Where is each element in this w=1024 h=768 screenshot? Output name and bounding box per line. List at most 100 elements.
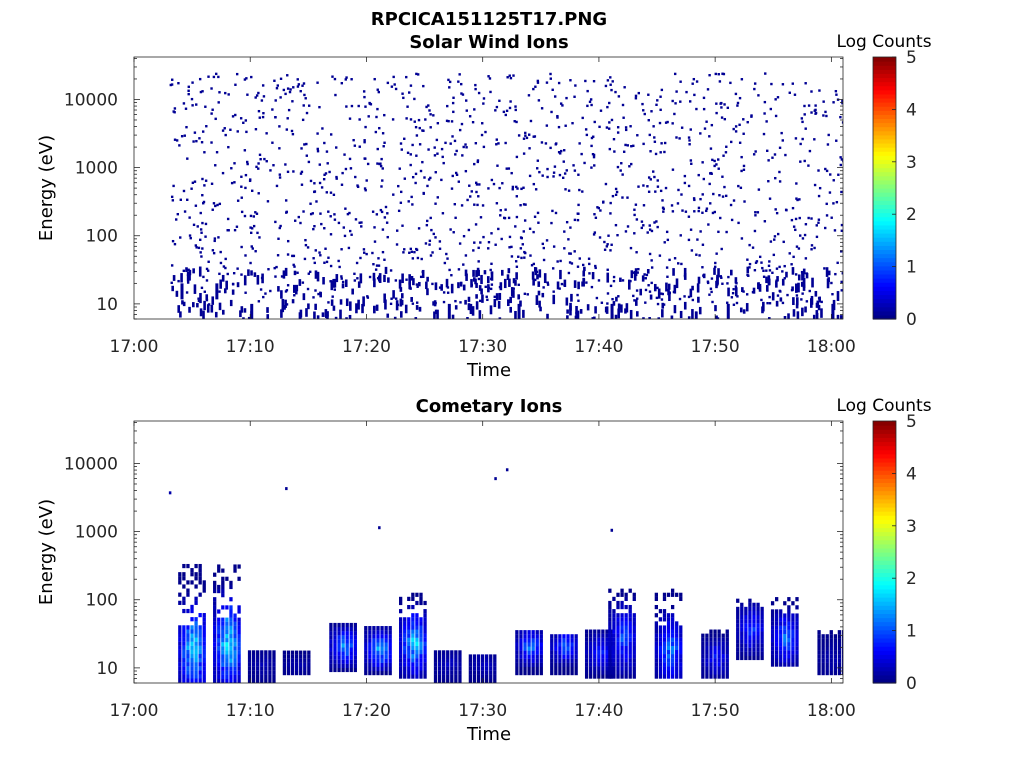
heatmap-cell bbox=[286, 74, 289, 77]
heatmap-cell bbox=[690, 249, 694, 252]
heatmap-cell bbox=[558, 173, 562, 177]
heatmap-cell bbox=[675, 90, 678, 93]
heatmap-cell bbox=[748, 615, 752, 620]
heatmap-cell bbox=[701, 637, 705, 642]
heatmap-cell bbox=[424, 242, 428, 245]
heatmap-cell bbox=[671, 99, 674, 103]
colorbar-segment bbox=[873, 126, 896, 132]
heatmap-cell bbox=[622, 150, 626, 153]
heatmap-cell bbox=[260, 678, 264, 683]
heatmap-cell bbox=[514, 260, 518, 263]
heatmap-cell bbox=[608, 617, 612, 622]
heatmap-cell bbox=[621, 196, 624, 199]
heatmap-cell bbox=[754, 211, 757, 214]
heatmap-cell bbox=[311, 212, 314, 215]
heatmap-cell bbox=[202, 653, 206, 659]
heatmap-cell bbox=[485, 674, 489, 680]
heatmap-cell bbox=[841, 662, 843, 668]
cometary-ions-panel: Cometary Ions Log Counts Time Energy (eV… bbox=[36, 396, 932, 745]
heatmap-cell bbox=[384, 638, 388, 643]
heatmap-cell bbox=[314, 249, 317, 252]
heatmap-cell bbox=[617, 95, 621, 98]
heatmap-cell bbox=[841, 101, 843, 105]
heatmap-cell bbox=[624, 230, 628, 233]
heatmap-cell bbox=[365, 179, 368, 182]
heatmap-cell bbox=[566, 315, 569, 319]
heatmap-cell bbox=[817, 221, 820, 224]
heatmap-cell bbox=[781, 83, 785, 86]
heatmap-cell bbox=[415, 662, 419, 667]
heatmap-cell bbox=[760, 298, 763, 302]
heatmap-cell bbox=[736, 643, 740, 648]
heatmap-cell bbox=[829, 671, 833, 676]
heatmap-cell bbox=[620, 613, 624, 618]
heatmap-cell bbox=[520, 256, 523, 260]
heatmap-cell bbox=[215, 151, 219, 154]
heatmap-cell bbox=[508, 106, 512, 110]
colorbar-segment bbox=[873, 654, 896, 660]
heatmap-cell bbox=[812, 314, 816, 319]
heatmap-cell bbox=[662, 649, 667, 655]
heatmap-cell bbox=[658, 662, 663, 667]
heatmap-cell bbox=[612, 641, 616, 646]
heatmap-cell bbox=[787, 662, 791, 667]
heatmap-cell bbox=[474, 83, 477, 87]
heatmap-cell bbox=[841, 654, 843, 659]
heatmap-cell bbox=[833, 638, 838, 643]
heatmap-cell bbox=[400, 148, 403, 151]
heatmap-cell bbox=[585, 133, 589, 137]
heatmap-cell bbox=[713, 159, 716, 163]
heatmap-cell bbox=[349, 663, 353, 668]
heatmap-cell bbox=[791, 629, 795, 634]
heatmap-cell bbox=[624, 126, 628, 129]
heatmap-cell bbox=[399, 633, 403, 638]
heatmap-cell bbox=[426, 219, 429, 223]
heatmap-cell bbox=[182, 666, 186, 671]
heatmap-cell bbox=[233, 629, 237, 635]
heatmap-cell bbox=[534, 188, 538, 191]
heatmap-cell bbox=[702, 177, 706, 181]
colorbar-segment bbox=[873, 208, 896, 214]
heatmap-cell bbox=[679, 670, 683, 675]
heatmap-cell bbox=[670, 645, 675, 651]
heatmap-cell bbox=[217, 588, 221, 594]
heatmap-cell bbox=[217, 638, 221, 643]
heatmap-cell bbox=[736, 647, 740, 652]
heatmap-cell bbox=[243, 214, 247, 218]
heatmap-cell bbox=[711, 211, 715, 215]
heatmap-cell bbox=[480, 288, 483, 295]
heatmap-cell bbox=[473, 241, 476, 244]
heatmap-cell bbox=[286, 658, 291, 663]
heatmap-cell bbox=[190, 670, 194, 675]
heatmap-cell bbox=[589, 645, 593, 651]
colorbar-segment bbox=[873, 106, 896, 111]
heatmap-cell bbox=[212, 251, 216, 255]
heatmap-cell bbox=[808, 289, 811, 293]
heatmap-cell bbox=[188, 271, 191, 281]
heatmap-cell bbox=[746, 121, 749, 124]
heatmap-cell bbox=[274, 116, 277, 119]
heatmap-cell bbox=[497, 300, 501, 309]
heatmap-cell bbox=[588, 262, 591, 266]
heatmap-cell bbox=[635, 218, 639, 221]
heatmap-cell bbox=[182, 563, 186, 569]
heatmap-cell bbox=[329, 667, 333, 673]
heatmap-cell bbox=[454, 216, 457, 220]
heatmap-cell bbox=[730, 296, 734, 299]
heatmap-cell bbox=[419, 662, 423, 667]
heatmap-cell bbox=[748, 631, 752, 636]
heatmap-cell bbox=[795, 605, 799, 610]
heatmap-cell bbox=[666, 120, 669, 124]
heatmap-cell bbox=[303, 257, 307, 261]
heatmap-cell bbox=[198, 662, 202, 667]
heatmap-cell bbox=[713, 164, 716, 168]
heatmap-cell bbox=[320, 222, 323, 226]
heatmap-cell bbox=[628, 604, 632, 610]
heatmap-cell bbox=[221, 629, 225, 635]
figure-suptitle: RPCICA151125T17.PNG bbox=[371, 9, 607, 30]
heatmap-cell bbox=[632, 658, 636, 663]
heatmap-cell bbox=[329, 191, 333, 194]
colorbar-segment bbox=[873, 445, 896, 451]
heatmap-cell bbox=[720, 247, 723, 251]
heatmap-cell bbox=[431, 282, 434, 286]
